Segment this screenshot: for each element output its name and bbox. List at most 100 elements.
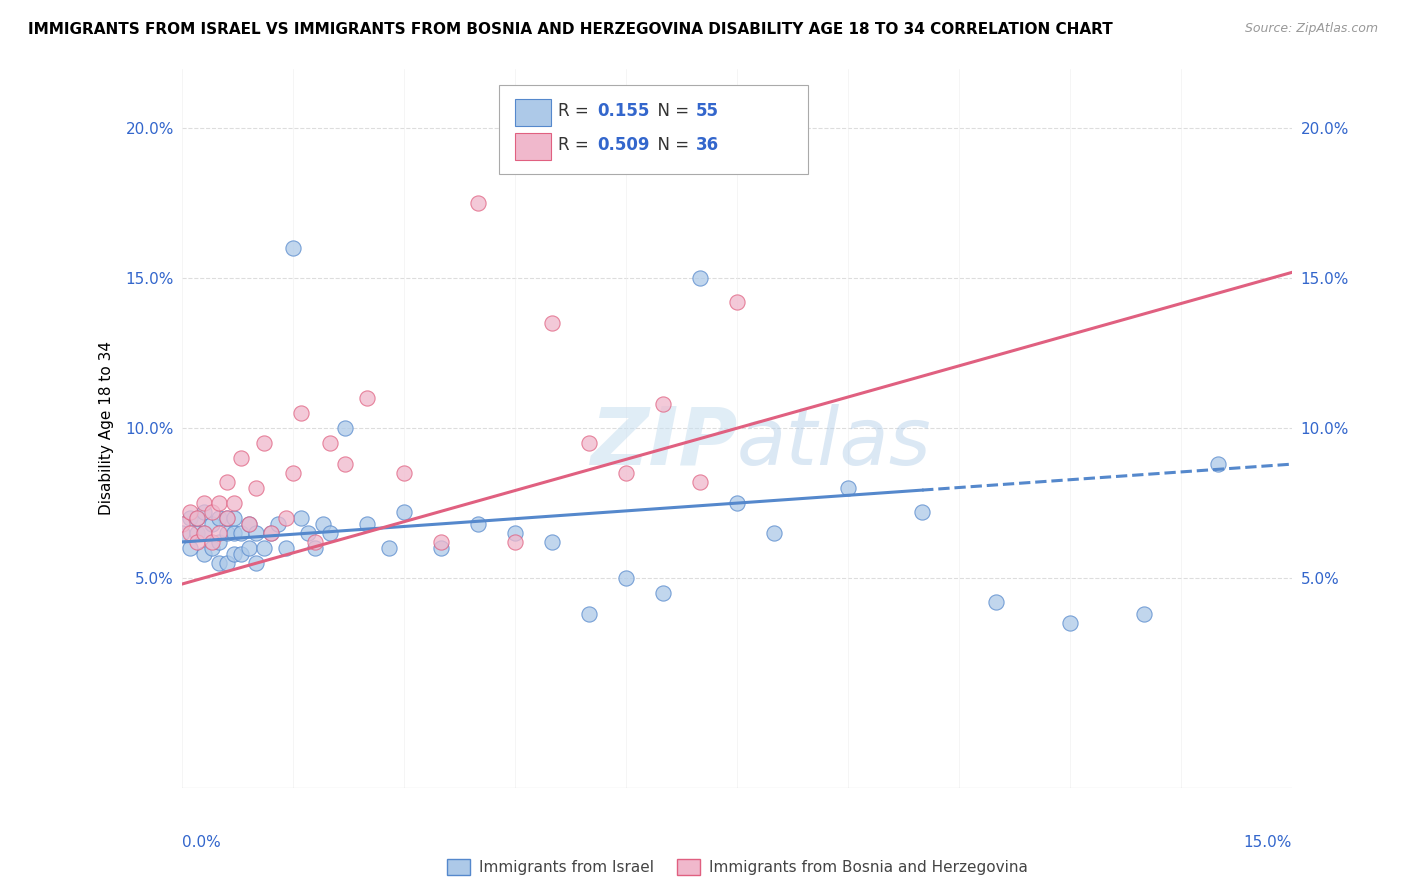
Point bbox=[193, 505, 215, 519]
Point bbox=[222, 547, 245, 561]
Point bbox=[238, 517, 260, 532]
Y-axis label: Disability Age 18 to 34: Disability Age 18 to 34 bbox=[100, 341, 114, 516]
Text: 15.0%: 15.0% bbox=[1244, 836, 1292, 850]
Point bbox=[208, 535, 231, 549]
Text: R =: R = bbox=[558, 102, 595, 120]
Point bbox=[763, 526, 786, 541]
Point bbox=[260, 526, 283, 541]
Text: 36: 36 bbox=[696, 136, 718, 153]
Point bbox=[614, 466, 637, 480]
Point bbox=[186, 511, 208, 525]
Point bbox=[319, 436, 342, 450]
Point bbox=[319, 526, 342, 541]
Point bbox=[356, 391, 378, 405]
Point bbox=[179, 505, 201, 519]
Point bbox=[652, 397, 675, 411]
Point bbox=[231, 526, 253, 541]
Point bbox=[245, 481, 267, 495]
Point bbox=[356, 517, 378, 532]
Text: N =: N = bbox=[647, 102, 695, 120]
Point bbox=[274, 511, 297, 525]
Point bbox=[312, 517, 335, 532]
Point bbox=[215, 511, 238, 525]
Point bbox=[193, 526, 215, 541]
Point bbox=[304, 541, 326, 555]
Point bbox=[252, 436, 274, 450]
Text: 55: 55 bbox=[696, 102, 718, 120]
Point bbox=[193, 496, 215, 510]
Point bbox=[503, 535, 526, 549]
Text: N =: N = bbox=[647, 136, 695, 153]
Point bbox=[222, 511, 245, 525]
Point bbox=[222, 526, 245, 541]
Point bbox=[193, 547, 215, 561]
Point bbox=[392, 466, 415, 480]
Point bbox=[290, 406, 312, 420]
Point bbox=[238, 517, 260, 532]
Point bbox=[179, 541, 201, 555]
Point bbox=[172, 526, 194, 541]
Point bbox=[201, 505, 224, 519]
Text: R =: R = bbox=[558, 136, 595, 153]
Point bbox=[430, 541, 453, 555]
Point bbox=[1059, 615, 1081, 630]
Text: ZIP: ZIP bbox=[589, 403, 737, 482]
Point bbox=[201, 517, 224, 532]
Point bbox=[1206, 457, 1229, 471]
Point bbox=[231, 451, 253, 466]
Point bbox=[297, 526, 319, 541]
Point bbox=[541, 535, 564, 549]
Point bbox=[215, 556, 238, 570]
Point bbox=[201, 541, 224, 555]
Point bbox=[392, 505, 415, 519]
Point bbox=[208, 526, 231, 541]
Point bbox=[984, 595, 1007, 609]
Legend: Immigrants from Israel, Immigrants from Bosnia and Herzegovina: Immigrants from Israel, Immigrants from … bbox=[440, 853, 1033, 881]
Point bbox=[208, 496, 231, 510]
Text: Source: ZipAtlas.com: Source: ZipAtlas.com bbox=[1244, 22, 1378, 36]
Point bbox=[578, 607, 600, 621]
Point bbox=[193, 526, 215, 541]
Point bbox=[201, 535, 224, 549]
Point bbox=[333, 421, 356, 435]
Point bbox=[541, 316, 564, 330]
Point bbox=[578, 436, 600, 450]
Point bbox=[252, 541, 274, 555]
Point bbox=[274, 541, 297, 555]
Point bbox=[430, 535, 453, 549]
Point bbox=[215, 526, 238, 541]
Point bbox=[378, 541, 401, 555]
Point bbox=[283, 466, 305, 480]
Point bbox=[172, 517, 194, 532]
Point bbox=[1133, 607, 1156, 621]
Point bbox=[290, 511, 312, 525]
Point bbox=[614, 571, 637, 585]
Point bbox=[304, 535, 326, 549]
Point bbox=[231, 547, 253, 561]
Point bbox=[725, 295, 748, 310]
Point bbox=[245, 556, 267, 570]
Text: IMMIGRANTS FROM ISRAEL VS IMMIGRANTS FROM BOSNIA AND HERZEGOVINA DISABILITY AGE : IMMIGRANTS FROM ISRAEL VS IMMIGRANTS FRO… bbox=[28, 22, 1114, 37]
Point bbox=[245, 526, 267, 541]
Point bbox=[467, 517, 489, 532]
Point bbox=[238, 541, 260, 555]
Point bbox=[652, 586, 675, 600]
Point bbox=[467, 196, 489, 211]
Point bbox=[186, 535, 208, 549]
Point bbox=[333, 457, 356, 471]
Point bbox=[179, 511, 201, 525]
Point bbox=[267, 517, 290, 532]
Point bbox=[208, 556, 231, 570]
Point bbox=[689, 271, 711, 285]
Point bbox=[283, 241, 305, 255]
Text: 0.0%: 0.0% bbox=[183, 836, 221, 850]
Text: 0.509: 0.509 bbox=[598, 136, 650, 153]
Point bbox=[689, 475, 711, 489]
Point bbox=[837, 481, 859, 495]
Text: atlas: atlas bbox=[737, 403, 932, 482]
Point bbox=[503, 526, 526, 541]
Point bbox=[911, 505, 934, 519]
Point bbox=[260, 526, 283, 541]
Point bbox=[222, 496, 245, 510]
Point bbox=[215, 511, 238, 525]
